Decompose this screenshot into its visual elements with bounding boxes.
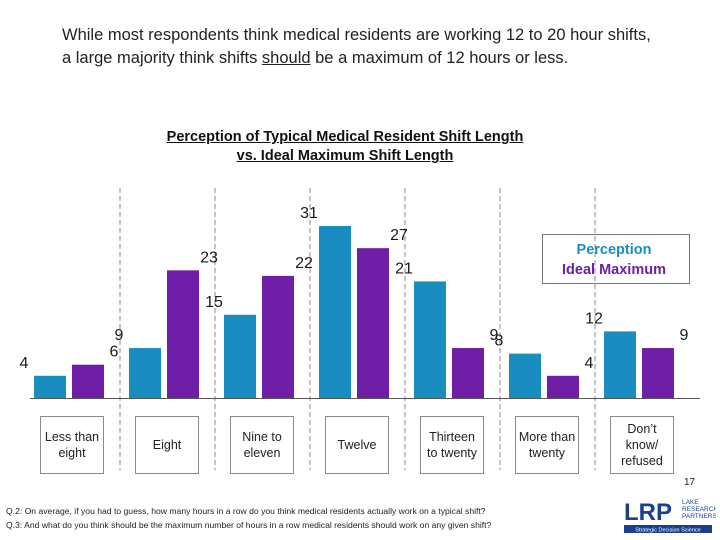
data-label-ideal-maximum: 9 bbox=[680, 327, 689, 344]
data-label-perception: 4 bbox=[20, 355, 29, 372]
legend-item-ideal-maximum: Ideal Maximum bbox=[562, 262, 666, 278]
data-label-perception: 31 bbox=[300, 205, 318, 222]
page-number: 17 bbox=[684, 477, 696, 488]
chart-title-line1: Perception of Typical Medical Resident S… bbox=[166, 129, 524, 145]
legend: Perception Ideal Maximum bbox=[540, 240, 688, 280]
data-label-ideal-maximum: 23 bbox=[200, 249, 218, 266]
chart-title: Perception of Typical Medical Resident S… bbox=[100, 128, 590, 166]
headline-text-after: be a maximum of 12 hours or less. bbox=[310, 49, 569, 67]
data-label-ideal-maximum: 6 bbox=[110, 344, 119, 361]
data-label-perception: 15 bbox=[205, 294, 223, 311]
chart-title-line2: vs. Ideal Maximum Shift Length bbox=[236, 148, 454, 164]
footnotes: Q.2: On average, if you had to guess, ho… bbox=[6, 504, 606, 532]
category-label: Thirteen to twenty bbox=[420, 416, 484, 474]
bar-perception bbox=[129, 348, 161, 398]
footnote-q2: Q.2: On average, if you had to guess, ho… bbox=[6, 506, 486, 516]
data-label-perception: 8 bbox=[495, 333, 504, 350]
bar-ideal-maximum bbox=[262, 275, 294, 398]
bar-ideal-maximum bbox=[452, 348, 484, 398]
data-label-ideal-maximum: 22 bbox=[295, 255, 313, 272]
headline-emphasis: should bbox=[261, 49, 311, 67]
bar-perception bbox=[224, 314, 256, 398]
bar-perception bbox=[34, 375, 66, 398]
data-label-perception: 12 bbox=[585, 310, 603, 327]
category-label: Less than eight bbox=[40, 416, 104, 474]
bar-perception bbox=[509, 353, 541, 398]
headline: While most respondents think medical res… bbox=[62, 24, 662, 70]
bar-ideal-maximum bbox=[167, 270, 199, 398]
logo-tagline: Strategic Decision Science bbox=[635, 527, 700, 533]
logo-subtext-3: PARTNERS bbox=[682, 513, 716, 520]
data-label-ideal-maximum: 27 bbox=[390, 227, 408, 244]
bar-ideal-maximum bbox=[547, 375, 579, 398]
bar-ideal-maximum bbox=[357, 248, 389, 398]
legend-item-perception: Perception bbox=[576, 242, 652, 258]
category-label: Nine to eleven bbox=[230, 416, 294, 474]
bar-perception bbox=[604, 331, 636, 398]
bar-perception bbox=[319, 225, 351, 398]
headline-text-before: While most respondents think medical res… bbox=[62, 26, 651, 67]
data-label-perception: 9 bbox=[115, 327, 124, 344]
category-label: Don’t know/ refused bbox=[610, 416, 674, 474]
lrp-logo: LRP LAKE RESEARCH PARTNERS Strategic Dec… bbox=[624, 499, 716, 533]
data-label-ideal-maximum: 4 bbox=[585, 355, 594, 372]
data-label-ideal-maximum: 9 bbox=[490, 327, 499, 344]
legend-box bbox=[542, 234, 690, 284]
logo-wordmark: LRP bbox=[624, 499, 672, 526]
logo-subtext-1: LAKE bbox=[682, 499, 699, 506]
data-label-perception: 21 bbox=[395, 260, 413, 277]
category-label: Eight bbox=[135, 416, 199, 474]
footnote-q3: Q.3: And what do you think should be the… bbox=[6, 520, 492, 530]
bar-perception bbox=[414, 281, 446, 398]
category-label: More than twenty bbox=[515, 416, 579, 474]
logo-subtext-2: RESEARCH bbox=[682, 506, 716, 513]
category-label: Twelve bbox=[325, 416, 389, 474]
bar-ideal-maximum bbox=[72, 364, 104, 398]
bar-ideal-maximum bbox=[642, 348, 674, 398]
